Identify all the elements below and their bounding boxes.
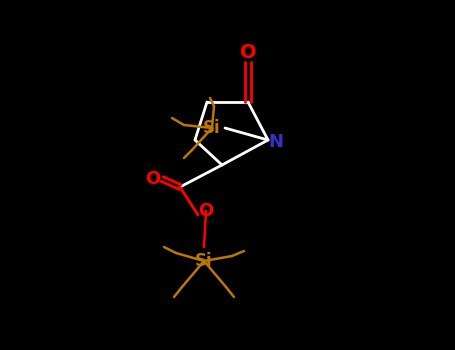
Text: O: O xyxy=(146,170,161,188)
Text: O: O xyxy=(198,202,214,220)
Text: Si: Si xyxy=(203,119,221,137)
Text: Si: Si xyxy=(195,252,213,270)
Text: N: N xyxy=(268,133,283,151)
Text: O: O xyxy=(240,43,256,63)
